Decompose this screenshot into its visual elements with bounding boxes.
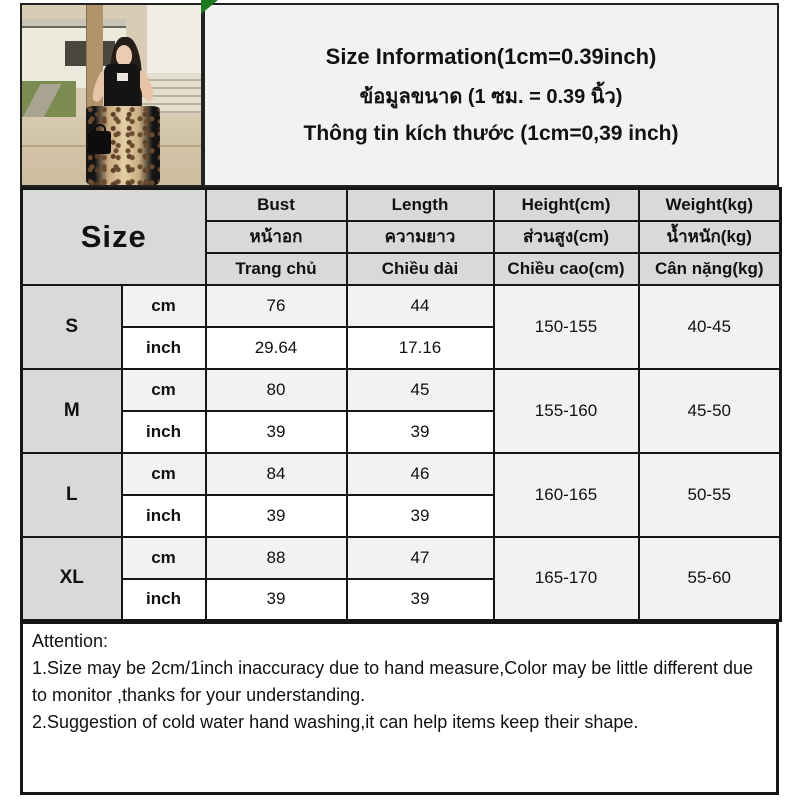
unit-inch-cell: inch — [120, 409, 207, 454]
header-bust-th: หน้าอก — [204, 219, 348, 254]
row-xl-inch: inch 39 39 — [22, 577, 781, 622]
row-l-cm: L cm 84 46 160-165 50-55 — [20, 451, 782, 538]
title-vietnamese: Thông tin kích thước (1cm=0,39 inch) — [303, 122, 679, 145]
attention-heading: Attention: — [32, 631, 109, 651]
weight-range-xl: 55-60 — [637, 535, 782, 622]
row-xl-cm: XL cm 88 47 165-170 55-60 — [20, 535, 782, 622]
size-label-xl: XL — [20, 535, 123, 622]
length-inch-s: 17.16 — [345, 325, 495, 370]
size-label-s: S — [20, 283, 123, 370]
unit-cm-cell: cm — [120, 283, 207, 328]
unit-cm-cell: cm — [120, 367, 207, 412]
row-s-inch: inch 29.64 17.16 — [22, 325, 781, 370]
row-m-cm: M cm 80 45 155-160 45-50 — [20, 367, 782, 454]
bust-inch-m: 39 — [204, 409, 348, 454]
length-inch-l: 39 — [345, 493, 495, 538]
length-inch-m: 39 — [345, 409, 495, 454]
bust-cm-xl: 88 — [204, 535, 348, 580]
title-english: Size Information(1cm=0.39inch) — [325, 44, 657, 69]
length-cm-m: 45 — [345, 367, 495, 412]
row-m-inch: inch 39 39 — [22, 409, 781, 454]
model-handbag — [88, 131, 112, 155]
header-row-vietnamese: Trang chủ Chiều dài Chiều cao(cm) Cân nặ… — [22, 251, 782, 286]
header-height-vi: Chiều cao(cm) — [492, 251, 640, 286]
header-weight-th: น้ำหนัก(kg) — [637, 219, 782, 254]
unit-cm-cell: cm — [120, 451, 207, 496]
attention-note-1: 1.Size may be 2cm/1inch inaccuracy due t… — [32, 658, 754, 705]
header-height-th: ส่วนสูง(cm) — [492, 219, 640, 254]
attention-note-2: 2.Suggestion of cold water hand washing,… — [32, 712, 639, 732]
header-row-english: Size Bust Length Height(cm) Weight(kg) — [20, 187, 782, 286]
size-header-cell: Size — [20, 187, 207, 286]
header-height-en: Height(cm) — [492, 187, 640, 222]
height-range-l: 160-165 — [492, 451, 640, 538]
photo-roof — [22, 19, 126, 29]
height-range-m: 155-160 — [492, 367, 640, 454]
bust-cm-l: 84 — [204, 451, 348, 496]
title-thai: ข้อมูลขนาด (1 ซม. = 0.39 นิ้ว) — [359, 86, 623, 108]
unit-inch-cell: inch — [120, 493, 207, 538]
weight-range-s: 40-45 — [637, 283, 782, 370]
bust-inch-xl: 39 — [204, 577, 348, 622]
header-bust-en: Bust — [204, 187, 348, 222]
row-l-inch: inch 39 39 — [22, 493, 781, 538]
length-cm-xl: 47 — [345, 535, 495, 580]
row-s-cm: S cm 76 44 150-155 40-45 — [20, 283, 782, 370]
height-range-xl: 165-170 — [492, 535, 640, 622]
header-row-thai: หน้าอก ความยาว ส่วนสูง(cm) น้ำหนัก(kg) — [22, 219, 782, 254]
length-inch-xl: 39 — [345, 577, 495, 622]
header-length-th: ความยาว — [345, 219, 495, 254]
bust-cm-m: 80 — [204, 367, 348, 412]
length-cm-l: 46 — [345, 451, 495, 496]
unit-inch-cell: inch — [120, 325, 207, 370]
size-table: Size Bust Length Height(cm) Weight(kg) ห… — [20, 187, 782, 622]
height-range-s: 150-155 — [492, 283, 640, 370]
weight-range-m: 45-50 — [637, 367, 782, 454]
header-bust-vi: Trang chủ — [204, 251, 348, 286]
model-black-top — [104, 64, 141, 112]
length-cm-s: 44 — [345, 283, 495, 328]
unit-cm-cell: cm — [120, 535, 207, 580]
unit-inch-cell: inch — [120, 577, 207, 622]
attention-box: Attention: 1.Size may be 2cm/1inch inacc… — [20, 621, 779, 795]
size-label-l: L — [20, 451, 123, 538]
bust-cm-s: 76 — [204, 283, 348, 328]
bust-inch-s: 29.64 — [204, 325, 348, 370]
header-weight-en: Weight(kg) — [637, 187, 782, 222]
model-top-label — [116, 73, 128, 81]
title-panel: Size Information(1cm=0.39inch) ข้อมูลขนา… — [203, 3, 779, 187]
header-weight-vi: Cân nặng(kg) — [637, 251, 782, 286]
size-label-m: M — [20, 367, 123, 454]
header-length-en: Length — [345, 187, 495, 222]
model-face — [115, 44, 133, 67]
product-photo — [20, 3, 203, 187]
header-length-vi: Chiều dài — [345, 251, 495, 286]
weight-range-l: 50-55 — [637, 451, 782, 538]
bust-inch-l: 39 — [204, 493, 348, 538]
